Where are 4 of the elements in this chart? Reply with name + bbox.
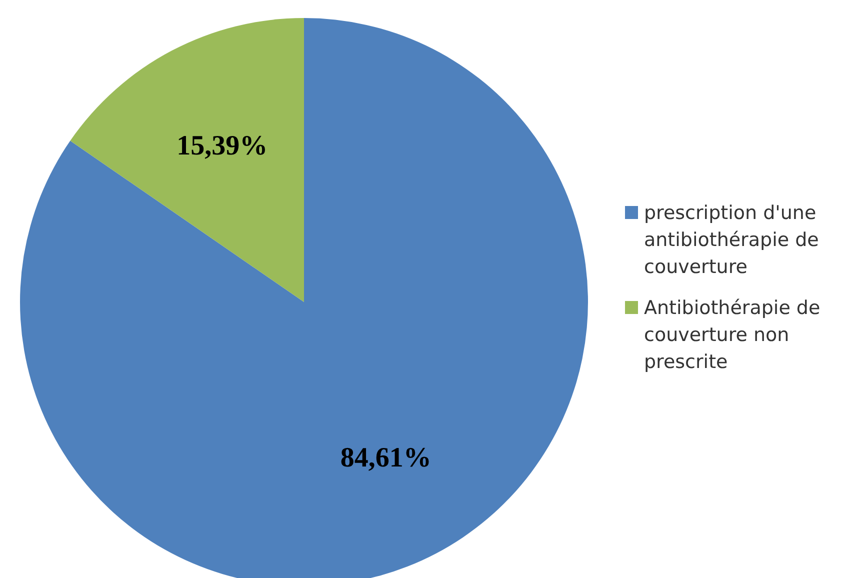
data-label: 15,39% xyxy=(176,130,268,162)
data-label: 84,61% xyxy=(340,442,432,474)
legend-label: Antibiothérapie de couverture non prescrite xyxy=(644,297,820,373)
legend-label: prescription d'une antibiothérapie de couverture xyxy=(644,202,819,278)
